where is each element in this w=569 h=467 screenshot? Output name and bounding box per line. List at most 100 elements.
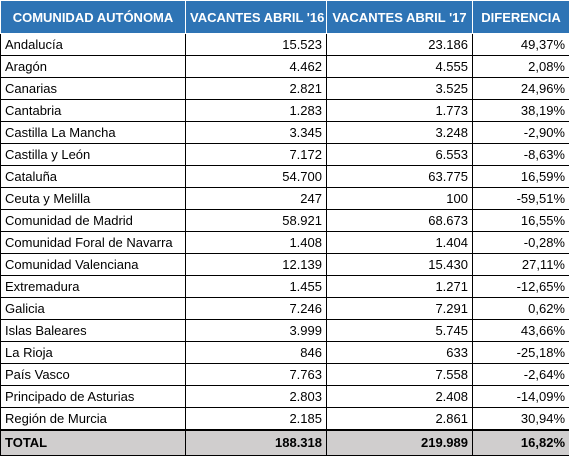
cell-vacantes-2016: 7.763 [185, 363, 327, 386]
total-label: TOTAL [0, 428, 186, 456]
cell-diferencia: -0,28% [472, 231, 569, 254]
table-row: Andalucía 15.523 23.186 49,37% [0, 33, 569, 56]
cell-vacantes-2017: 4.555 [326, 55, 473, 78]
header-diferencia: DIFERENCIA [472, 0, 569, 34]
cell-vacantes-2017: 2.408 [326, 385, 473, 408]
cell-diferencia: 24,96% [472, 77, 569, 100]
header-row: COMUNIDAD AUTÓNOMA VACANTES ABRIL '16 VA… [0, 0, 569, 34]
cell-comunidad: Castilla La Mancha [0, 121, 186, 144]
cell-diferencia: 0,62% [472, 297, 569, 320]
cell-vacantes-2017: 6.553 [326, 143, 473, 166]
cell-vacantes-2017: 1.404 [326, 231, 473, 254]
cell-diferencia: 30,94% [472, 407, 569, 430]
cell-vacantes-2017: 15.430 [326, 253, 473, 276]
table-row: Castilla La Mancha 3.345 3.248 -2,90% [0, 121, 569, 144]
table-row: Extremadura 1.455 1.271 -12,65% [0, 275, 569, 298]
cell-diferencia: 16,55% [472, 209, 569, 232]
cell-vacantes-2017: 3.248 [326, 121, 473, 144]
cell-comunidad: País Vasco [0, 363, 186, 386]
cell-comunidad: Principado de Asturias [0, 385, 186, 408]
table-header: COMUNIDAD AUTÓNOMA VACANTES ABRIL '16 VA… [0, 0, 569, 34]
header-vacantes-2016: VACANTES ABRIL '16 [185, 0, 327, 34]
total-diferencia: 16,82% [472, 428, 569, 456]
table-row: País Vasco 7.763 7.558 -2,64% [0, 363, 569, 386]
cell-vacantes-2016: 1.408 [185, 231, 327, 254]
cell-diferencia: -8,63% [472, 143, 569, 166]
cell-comunidad: Comunidad de Madrid [0, 209, 186, 232]
table-row: Islas Baleares 3.999 5.745 43,66% [0, 319, 569, 342]
cell-comunidad: Región de Murcia [0, 407, 186, 430]
cell-vacantes-2017: 1.271 [326, 275, 473, 298]
cell-diferencia: -2,90% [472, 121, 569, 144]
cell-comunidad: Canarias [0, 77, 186, 100]
cell-diferencia: 27,11% [472, 253, 569, 276]
cell-vacantes-2017: 68.673 [326, 209, 473, 232]
cell-diferencia: 38,19% [472, 99, 569, 122]
vacancies-table: COMUNIDAD AUTÓNOMA VACANTES ABRIL '16 VA… [0, 0, 569, 456]
cell-diferencia: 2,08% [472, 55, 569, 78]
cell-comunidad: Castilla y León [0, 143, 186, 166]
cell-diferencia: -14,09% [472, 385, 569, 408]
cell-vacantes-2016: 247 [185, 187, 327, 210]
cell-diferencia: -25,18% [472, 341, 569, 364]
cell-comunidad: Extremadura [0, 275, 186, 298]
table-row: Ceuta y Melilla 247 100 -59,51% [0, 187, 569, 210]
table-row: Región de Murcia 2.185 2.861 30,94% [0, 407, 569, 430]
header-vacantes-2017: VACANTES ABRIL '17 [326, 0, 473, 34]
cell-vacantes-2017: 100 [326, 187, 473, 210]
cell-vacantes-2016: 1.283 [185, 99, 327, 122]
cell-vacantes-2017: 1.773 [326, 99, 473, 122]
cell-vacantes-2017: 633 [326, 341, 473, 364]
cell-comunidad: Comunidad Foral de Navarra [0, 231, 186, 254]
cell-vacantes-2016: 2.185 [185, 407, 327, 430]
header-comunidad: COMUNIDAD AUTÓNOMA [0, 0, 186, 34]
cell-diferencia: 16,59% [472, 165, 569, 188]
cell-vacantes-2017: 2.861 [326, 407, 473, 430]
cell-vacantes-2017: 23.186 [326, 33, 473, 56]
table-row: La Rioja 846 633 -25,18% [0, 341, 569, 364]
cell-diferencia: 43,66% [472, 319, 569, 342]
cell-diferencia: -12,65% [472, 275, 569, 298]
cell-comunidad: La Rioja [0, 341, 186, 364]
table-footer: TOTAL 188.318 219.989 16,82% [0, 428, 569, 456]
table-row: Principado de Asturias 2.803 2.408 -14,09% [0, 385, 569, 408]
cell-vacantes-2017: 5.745 [326, 319, 473, 342]
cell-vacantes-2017: 63.775 [326, 165, 473, 188]
cell-vacantes-2016: 7.246 [185, 297, 327, 320]
total-row: TOTAL 188.318 219.989 16,82% [0, 428, 569, 456]
total-vacantes-2017: 219.989 [326, 428, 473, 456]
table-row: Castilla y León 7.172 6.553 -8,63% [0, 143, 569, 166]
cell-diferencia: -59,51% [472, 187, 569, 210]
cell-vacantes-2016: 846 [185, 341, 327, 364]
table-row: Cataluña 54.700 63.775 16,59% [0, 165, 569, 188]
cell-vacantes-2016: 54.700 [185, 165, 327, 188]
cell-vacantes-2016: 2.803 [185, 385, 327, 408]
table-row: Comunidad de Madrid 58.921 68.673 16,55% [0, 209, 569, 232]
cell-vacantes-2016: 15.523 [185, 33, 327, 56]
cell-vacantes-2016: 3.345 [185, 121, 327, 144]
cell-comunidad: Cataluña [0, 165, 186, 188]
table-row: Comunidad Foral de Navarra 1.408 1.404 -0,2… [0, 231, 569, 254]
cell-comunidad: Ceuta y Melilla [0, 187, 186, 210]
cell-comunidad: Cantabria [0, 99, 186, 122]
total-vacantes-2016: 188.318 [185, 428, 327, 456]
table-row: Comunidad Valenciana 12.139 15.430 27,11% [0, 253, 569, 276]
cell-vacantes-2016: 12.139 [185, 253, 327, 276]
cell-comunidad: Islas Baleares [0, 319, 186, 342]
cell-comunidad: Comunidad Valenciana [0, 253, 186, 276]
cell-comunidad: Aragón [0, 55, 186, 78]
cell-vacantes-2016: 3.999 [185, 319, 327, 342]
table-row: Aragón 4.462 4.555 2,08% [0, 55, 569, 78]
cell-vacantes-2017: 7.558 [326, 363, 473, 386]
cell-vacantes-2016: 4.462 [185, 55, 327, 78]
cell-diferencia: -2,64% [472, 363, 569, 386]
cell-vacantes-2016: 7.172 [185, 143, 327, 166]
table-row: Canarias 2.821 3.525 24,96% [0, 77, 569, 100]
table-body: Andalucía 15.523 23.186 49,37% Aragón 4.462 4.… [0, 33, 569, 430]
cell-vacantes-2017: 3.525 [326, 77, 473, 100]
cell-vacantes-2016: 1.455 [185, 275, 327, 298]
cell-vacantes-2016: 2.821 [185, 77, 327, 100]
cell-vacantes-2016: 58.921 [185, 209, 327, 232]
table-row: Cantabria 1.283 1.773 38,19% [0, 99, 569, 122]
cell-comunidad: Galicia [0, 297, 186, 320]
